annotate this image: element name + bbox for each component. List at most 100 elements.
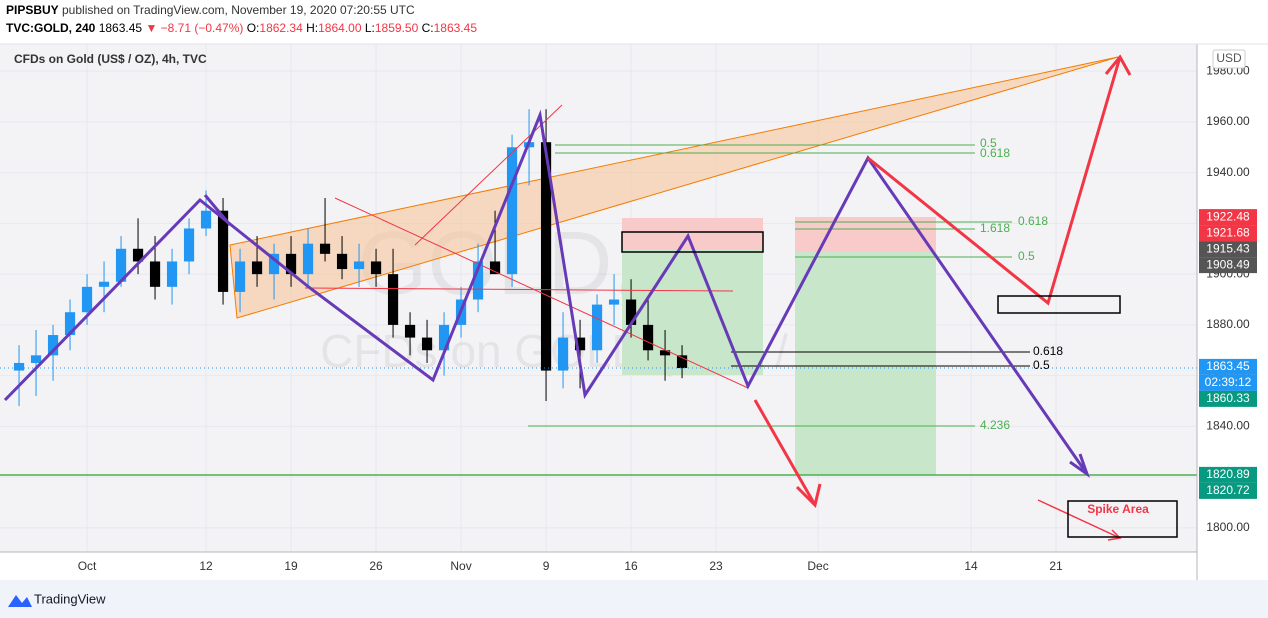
candle-body <box>47 335 59 356</box>
y-tick-label: 1940.00 <box>1206 165 1250 179</box>
candle-body <box>404 324 416 338</box>
price-label-box <box>1199 466 1257 483</box>
candle-body <box>30 355 42 363</box>
x-tick-label: Oct <box>78 559 97 573</box>
path-arrow <box>867 56 1122 306</box>
candle-body <box>370 261 382 275</box>
candle-body <box>183 228 195 262</box>
zigzag <box>3 109 1089 475</box>
published: published on TradingView.com, November 1… <box>62 3 415 17</box>
candle-body <box>13 362 25 371</box>
legend: CFDs on Gold (US$ / OZ), 4h, TVC <box>14 52 207 66</box>
y-tick-label: 1880.00 <box>1206 317 1250 331</box>
x-tick-label: Dec <box>807 559 828 573</box>
candle-body <box>319 243 331 254</box>
box <box>1067 500 1178 538</box>
currency-box <box>1212 49 1246 69</box>
logo <box>8 595 32 607</box>
h-value: 1864.00 <box>318 21 362 35</box>
candle-body <box>591 304 603 351</box>
fib-label: 0.5 <box>980 136 997 150</box>
y-tick-label: 1800.00 <box>1206 520 1250 534</box>
l-value: 1859.50 <box>375 21 419 35</box>
last: 1863.45 <box>99 21 143 35</box>
candle-body <box>506 147 518 275</box>
candle-body <box>676 355 688 369</box>
trend-line <box>334 197 749 389</box>
drawings <box>229 56 1119 475</box>
countdown: 02:39:12 <box>1205 375 1252 389</box>
candle-body <box>234 261 246 292</box>
target-zone <box>795 252 936 475</box>
price-label: 1820.89 <box>1206 467 1250 481</box>
price-labels: 1922.48 1921.68 1915.43 1908.49 1863.45 02:39… <box>1199 209 1257 499</box>
h-key: H: <box>306 21 318 35</box>
x-tick-label: 14 <box>964 559 978 573</box>
candle-body <box>98 281 110 287</box>
candle-body <box>438 324 450 351</box>
price-label-box <box>1199 358 1257 375</box>
trend-line <box>304 287 734 292</box>
candle-body <box>336 253 348 270</box>
candle-body <box>472 261 484 300</box>
arrow-head <box>1104 54 1132 76</box>
arrow-head <box>1107 529 1122 541</box>
arrow-head <box>1069 453 1090 478</box>
fib-label: 0.5 <box>1033 358 1050 372</box>
y-tick-label: 1960.00 <box>1206 114 1250 128</box>
price-label-box <box>1199 225 1257 242</box>
candle-body <box>421 337 433 351</box>
candle-body <box>200 210 212 229</box>
candle-body <box>285 253 297 275</box>
candle-body <box>387 274 399 325</box>
x-tick-label: 9 <box>543 559 550 573</box>
time-axis <box>0 552 1197 580</box>
price-label: 1922.48 <box>1206 209 1250 223</box>
price-label-box <box>1199 209 1257 226</box>
x-tick-label: Nov <box>450 559 471 573</box>
author: PIPSBUY <box>6 3 59 17</box>
candle-body <box>268 253 280 275</box>
candle-body <box>557 337 569 371</box>
l-key: L: <box>365 21 375 35</box>
c-key: C: <box>422 21 434 35</box>
candle-body <box>81 286 93 313</box>
price-label: 1820.72 <box>1206 483 1250 497</box>
o-value: 1862.34 <box>259 21 303 35</box>
price-label-box <box>1199 390 1257 407</box>
y-tick-label: 1840.00 <box>1206 419 1250 433</box>
x-tick-label: 19 <box>284 559 298 573</box>
candle-body <box>64 312 76 336</box>
price-label-box <box>1199 241 1257 258</box>
candle-body <box>132 248 144 262</box>
fib-label: 0.618 <box>1018 214 1048 228</box>
zigzag <box>203 194 232 226</box>
box <box>621 231 764 253</box>
fib-label: 0.618 <box>1033 344 1063 358</box>
trend-line <box>414 104 563 246</box>
fib-label: 4.236 <box>980 418 1010 432</box>
price-label-box <box>1199 257 1257 274</box>
arrow-head <box>795 483 822 508</box>
path-arrow <box>753 399 817 506</box>
footer <box>0 580 1268 618</box>
target-zone <box>622 250 763 375</box>
x-tick-label: 26 <box>369 559 383 573</box>
price-label: 1915.43 <box>1206 241 1250 255</box>
candle-body <box>574 337 586 351</box>
x-tick-label: 12 <box>199 559 213 573</box>
candle-body <box>149 261 161 287</box>
x-tick-label: 23 <box>709 559 723 573</box>
x-tick-label: 21 <box>1049 559 1063 573</box>
c-value: 1863.45 <box>434 21 478 35</box>
quote-line: TVC:GOLD, 240 1863.45 ▼ −8.71 (−0.47%) O… <box>6 21 477 35</box>
price-label-box <box>1199 482 1257 499</box>
price-label: 1921.68 <box>1206 225 1250 239</box>
candle-body <box>659 350 671 356</box>
currency: USD <box>1216 51 1242 65</box>
candle-body <box>489 261 501 275</box>
candle-body <box>353 261 365 270</box>
x-tick-label: 16 <box>624 559 638 573</box>
footer-brand: TradingView <box>34 591 106 606</box>
